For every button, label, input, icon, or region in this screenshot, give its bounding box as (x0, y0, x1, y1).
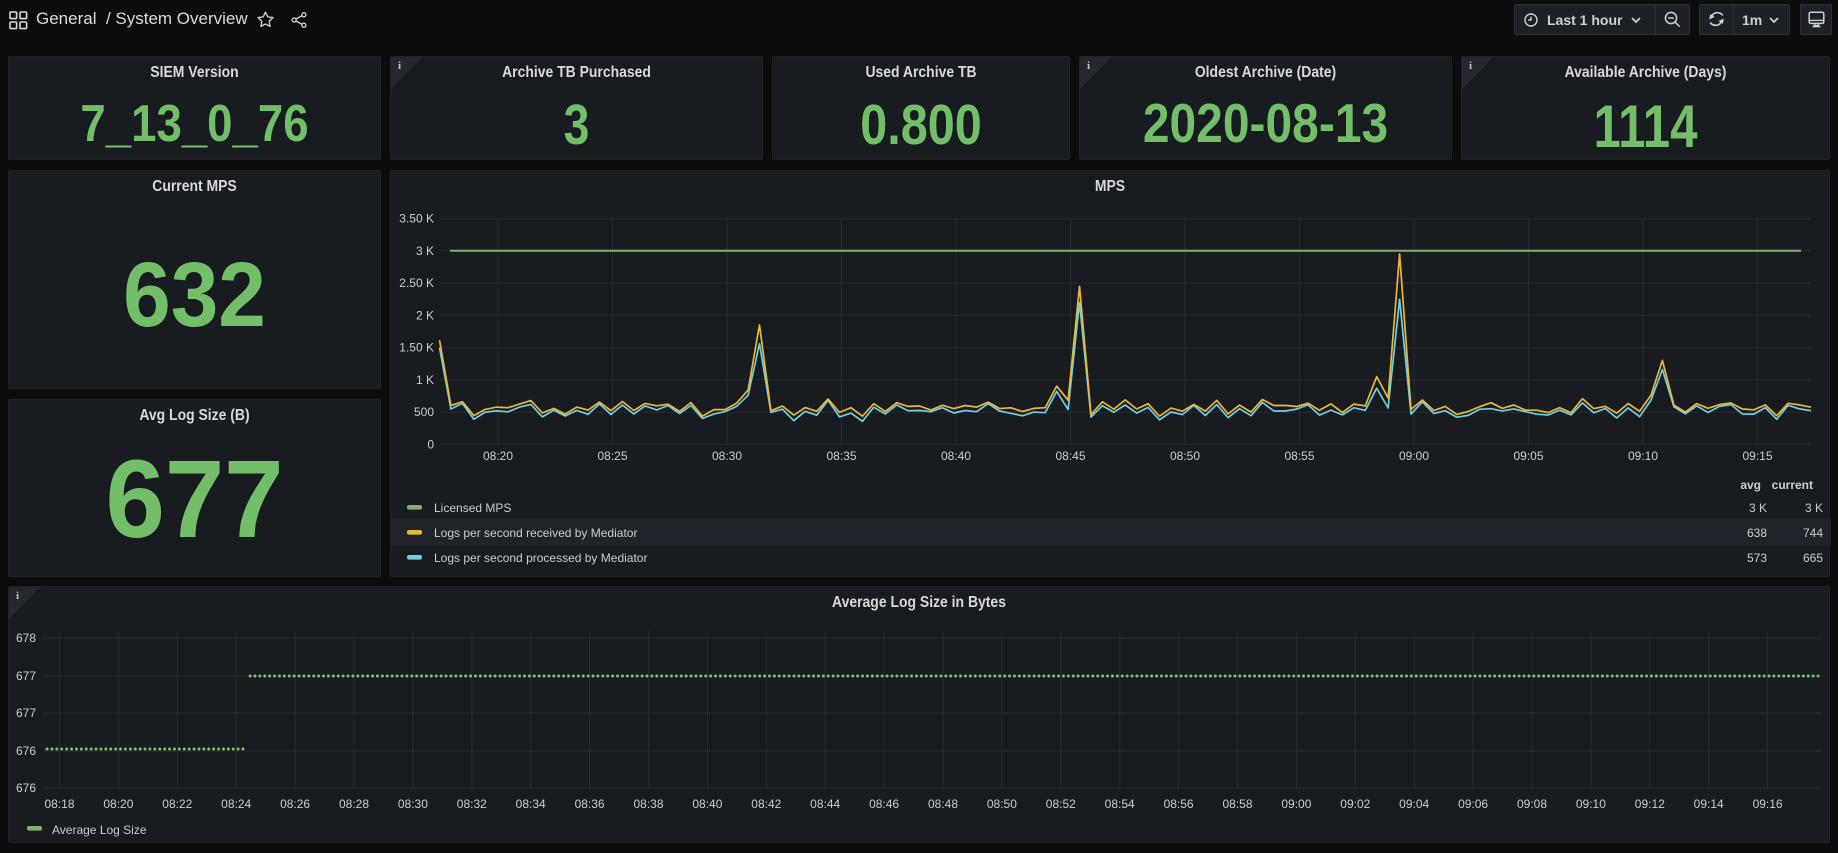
svg-text:current: current (1772, 478, 1813, 492)
svg-text:08:44: 08:44 (810, 797, 840, 811)
svg-text:638: 638 (1747, 526, 1767, 540)
svg-text:Licensed MPS: Licensed MPS (434, 501, 511, 515)
svg-text:678: 678 (16, 631, 36, 645)
svg-text:08:45: 08:45 (1055, 449, 1085, 463)
svg-text:08:52: 08:52 (1046, 797, 1076, 811)
svg-text:08:50: 08:50 (1170, 449, 1200, 463)
svg-text:08:20: 08:20 (103, 797, 133, 811)
svg-text:676: 676 (16, 744, 36, 758)
svg-text:3 K: 3 K (416, 244, 434, 258)
svg-text:0: 0 (427, 437, 434, 451)
svg-text:677: 677 (16, 706, 36, 720)
svg-text:08:30: 08:30 (712, 449, 742, 463)
svg-text:09:05: 09:05 (1513, 449, 1543, 463)
svg-text:09:15: 09:15 (1742, 449, 1772, 463)
svg-text:08:22: 08:22 (162, 797, 192, 811)
svg-text:1 K: 1 K (416, 373, 434, 387)
svg-text:Logs per second processed by M: Logs per second processed by Mediator (434, 551, 647, 565)
svg-text:08:36: 08:36 (575, 797, 605, 811)
svg-text:1.50 K: 1.50 K (399, 341, 434, 355)
svg-text:677: 677 (16, 669, 36, 683)
svg-text:08:20: 08:20 (483, 449, 513, 463)
svg-text:09:12: 09:12 (1635, 797, 1665, 811)
svg-text:08:25: 08:25 (597, 449, 627, 463)
svg-text:08:55: 08:55 (1284, 449, 1314, 463)
svg-text:573: 573 (1747, 551, 1767, 565)
svg-text:09:00: 09:00 (1399, 449, 1429, 463)
svg-text:08:56: 08:56 (1164, 797, 1194, 811)
svg-text:09:16: 09:16 (1753, 797, 1783, 811)
svg-text:09:00: 09:00 (1281, 797, 1311, 811)
svg-text:08:40: 08:40 (941, 449, 971, 463)
svg-text:08:32: 08:32 (457, 797, 487, 811)
svg-text:08:58: 08:58 (1222, 797, 1252, 811)
svg-text:08:35: 08:35 (826, 449, 856, 463)
svg-text:09:14: 09:14 (1694, 797, 1724, 811)
svg-text:500: 500 (414, 405, 434, 419)
svg-text:08:26: 08:26 (280, 797, 310, 811)
svg-text:09:06: 09:06 (1458, 797, 1488, 811)
svg-text:Average Log Size: Average Log Size (52, 823, 147, 837)
svg-text:676: 676 (16, 781, 36, 795)
svg-text:08:28: 08:28 (339, 797, 369, 811)
svg-text:08:18: 08:18 (44, 797, 74, 811)
svg-text:08:24: 08:24 (221, 797, 251, 811)
svg-text:08:46: 08:46 (869, 797, 899, 811)
svg-text:2.50 K: 2.50 K (399, 276, 434, 290)
svg-text:08:50: 08:50 (987, 797, 1017, 811)
svg-text:09:04: 09:04 (1399, 797, 1429, 811)
svg-text:08:38: 08:38 (633, 797, 663, 811)
svg-text:09:08: 09:08 (1517, 797, 1547, 811)
svg-text:09:10: 09:10 (1628, 449, 1658, 463)
svg-text:avg: avg (1740, 478, 1761, 492)
svg-text:3 K: 3 K (1749, 501, 1767, 515)
svg-text:08:48: 08:48 (928, 797, 958, 811)
svg-text:08:54: 08:54 (1105, 797, 1135, 811)
svg-text:2 K: 2 K (416, 308, 434, 322)
svg-text:665: 665 (1803, 551, 1823, 565)
svg-text:3.50 K: 3.50 K (399, 212, 434, 226)
svg-text:Logs per second received by Me: Logs per second received by Mediator (434, 526, 637, 540)
svg-text:09:02: 09:02 (1340, 797, 1370, 811)
svg-text:3 K: 3 K (1805, 501, 1823, 515)
svg-text:08:42: 08:42 (751, 797, 781, 811)
svg-text:744: 744 (1803, 526, 1823, 540)
svg-text:08:40: 08:40 (692, 797, 722, 811)
svg-text:08:34: 08:34 (516, 797, 546, 811)
svg-text:08:30: 08:30 (398, 797, 428, 811)
svg-text:09:10: 09:10 (1576, 797, 1606, 811)
